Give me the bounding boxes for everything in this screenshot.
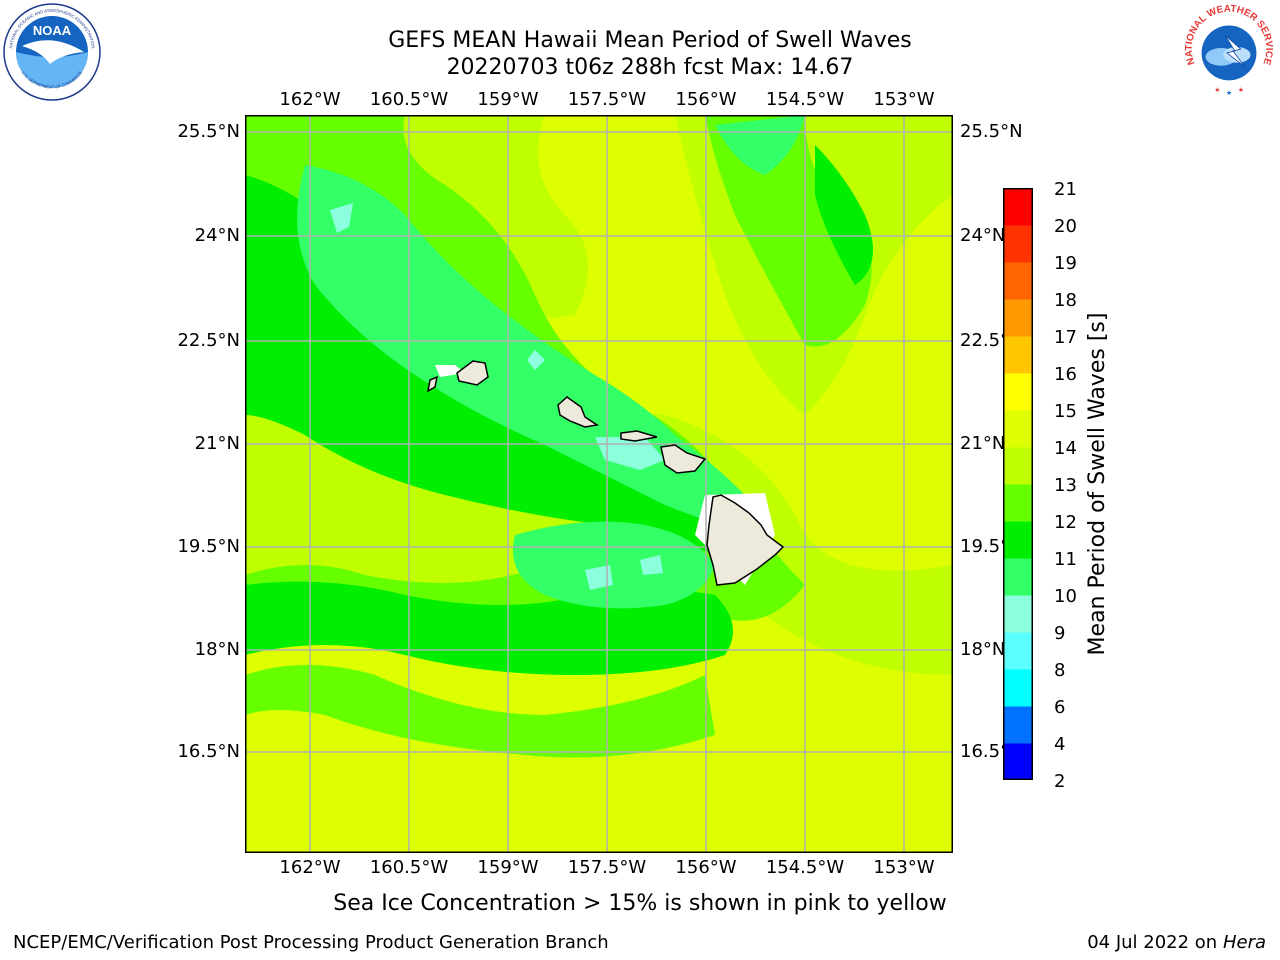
colorbar-segment: [1003, 595, 1033, 633]
lon-label-bottom: 154.5°W: [765, 857, 845, 878]
svg-text:★: ★: [1214, 86, 1220, 94]
lat-label-left: 21°N: [194, 433, 240, 454]
lon-label-bottom: 159°W: [477, 857, 539, 878]
colorbar-tick: 14: [1054, 438, 1077, 459]
lat-label-left: 19.5°N: [177, 536, 240, 557]
field-9: [330, 203, 353, 233]
island-oahu: [557, 396, 599, 428]
lat-label-right: 16.5°: [960, 741, 1010, 762]
lat-label-left: 24°N: [194, 225, 240, 246]
colorbar-segment: [1003, 336, 1033, 374]
island-maui: [660, 444, 707, 474]
map-subtitle-forecast: 20220703 t06z 288h fcst Max: 14.67: [446, 55, 854, 80]
map-grid: [245, 115, 953, 853]
svg-text:★: ★: [1238, 86, 1244, 94]
lon-label-top: 159°W: [477, 89, 539, 110]
lat-label-right: 21°N: [960, 433, 1006, 454]
field-9: [640, 555, 663, 575]
sea-ice-note: Sea Ice Concentration > 15% is shown in …: [333, 891, 947, 916]
lat-label-left: 22.5°N: [177, 330, 240, 351]
colorbar-segment: [1003, 188, 1033, 226]
field-10: [715, 115, 805, 175]
lat-label-left: 16.5°N: [177, 741, 240, 762]
colorbar-segment: [1003, 447, 1033, 485]
colorbar-segment: [1003, 299, 1033, 337]
colorbar-label: Mean Period of Swell Waves [s]: [1085, 312, 1110, 656]
colorbar-tick: 18: [1054, 290, 1077, 311]
nws-logo: NATIONAL WEATHER SERVICE ★ ★ ★: [1182, 3, 1276, 97]
lat-label-right: 19.5°: [960, 536, 1010, 557]
lon-label-bottom: 157.5°W: [567, 857, 647, 878]
island-kauai: [456, 360, 489, 386]
hawaiian-islands: [426, 360, 785, 586]
colorbar-tick: 20: [1054, 216, 1077, 237]
field-9: [595, 437, 665, 470]
colorbar-segment: [1003, 743, 1033, 780]
field-12: [705, 115, 872, 347]
lon-label-top: 153°W: [873, 89, 935, 110]
colorbar-segment: [1003, 410, 1033, 448]
lon-label-top: 157.5°W: [567, 89, 647, 110]
svg-text:★: ★: [1226, 89, 1232, 97]
footer-credit: NCEP/EMC/Verification Post Processing Pr…: [13, 932, 609, 953]
island-molokai: [620, 430, 658, 442]
map-title: GEFS MEAN Hawaii Mean Period of Swell Wa…: [388, 28, 912, 53]
colorbar-tick: 16: [1054, 364, 1077, 385]
lat-label-left: 18°N: [194, 639, 240, 660]
lon-label-bottom: 160.5°W: [369, 857, 449, 878]
colorbar-segment: [1003, 225, 1033, 263]
colorbar-segment: [1003, 558, 1033, 596]
lat-label-right: 18°N: [960, 639, 1006, 660]
lon-label-top: 156°W: [675, 89, 737, 110]
lat-label-right: 22.5°: [960, 330, 1010, 351]
colorbar-tick: 8: [1054, 660, 1066, 681]
lat-label-left: 25.5°N: [177, 121, 240, 142]
colorbar-segment: [1003, 521, 1033, 559]
swell-period-map: [245, 115, 953, 853]
map-frame: [245, 115, 953, 853]
colorbar-segment: [1003, 706, 1033, 744]
island-hawaii: [706, 494, 785, 586]
colorbar-frame: [1003, 188, 1033, 780]
colorbar-segment: [1003, 669, 1033, 707]
colorbar-tick: 12: [1054, 512, 1077, 533]
footer-host: Hera: [1222, 932, 1266, 953]
colorbar-tick: 17: [1054, 327, 1077, 348]
colorbar-tick: 6: [1054, 697, 1066, 718]
colorbar-tick: 9: [1054, 623, 1066, 644]
field-9: [527, 350, 545, 370]
field-12: [245, 665, 715, 758]
colorbar-tick: 13: [1054, 475, 1077, 496]
lon-label-bottom: 156°W: [675, 857, 737, 878]
noaa-logo-text: NOAA: [33, 23, 72, 38]
lat-label-right: 24°N: [960, 225, 1006, 246]
colorbar-tick: 19: [1054, 253, 1077, 274]
colorbar-tick: 15: [1054, 401, 1077, 422]
lon-label-top: 160.5°W: [369, 89, 449, 110]
field-9: [585, 565, 613, 590]
colorbar-tick: 2: [1054, 771, 1066, 792]
colorbar-tick: 10: [1054, 586, 1077, 607]
field-11: [815, 145, 873, 285]
colorbar-tick: 4: [1054, 734, 1066, 755]
footer-date: 04 Jul 2022 on Hera: [1087, 932, 1266, 954]
colorbar-segment: [1003, 262, 1033, 300]
lon-label-bottom: 162°W: [279, 857, 341, 878]
colorbar-tick: 11: [1054, 549, 1077, 570]
lon-label-top: 154.5°W: [765, 89, 845, 110]
lat-label-right: 25.5°N: [960, 121, 1023, 142]
island-niihau: [426, 375, 439, 393]
lon-label-bottom: 153°W: [873, 857, 935, 878]
colorbar: [1003, 188, 1033, 780]
colorbar-segment: [1003, 484, 1033, 522]
colorbar-segment: [1003, 632, 1033, 670]
field-10: [513, 521, 715, 609]
footer-date-text: 04 Jul 2022 on: [1087, 932, 1223, 953]
noaa-logo: NOAA NATIONAL OCEANIC AND ATMOSPHERIC AD…: [3, 3, 101, 101]
colorbar-segment: [1003, 373, 1033, 411]
lon-label-top: 162°W: [279, 89, 341, 110]
colorbar-tick: 21: [1054, 179, 1077, 200]
